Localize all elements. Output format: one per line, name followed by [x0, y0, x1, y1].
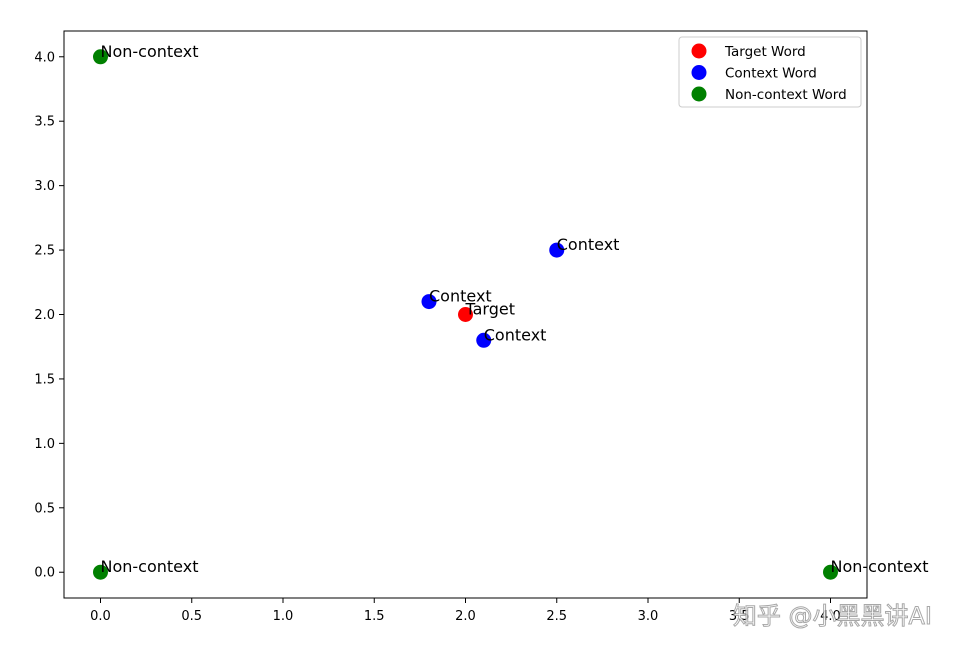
legend-marker — [691, 86, 707, 102]
y-tick-label: 0.0 — [34, 566, 55, 581]
legend-entry-label: Context Word — [725, 66, 817, 82]
x-axis: 0.0 0.5 1.0 1.5 2.0 2.5 3.0 3.5 4.0 — [90, 598, 841, 624]
y-tick-label: 4.0 — [34, 50, 55, 65]
point-annotation: Context — [557, 235, 620, 254]
data-points: Non-context Non-context Non-context Context… — [93, 42, 928, 580]
point-annotation: Non-context — [101, 42, 199, 61]
y-tick-label: 1.5 — [34, 372, 55, 387]
legend-marker — [691, 65, 707, 80]
point-annotation: Target — [465, 300, 516, 319]
non-context-word-point — [93, 564, 108, 580]
point-annotation: Context — [484, 325, 547, 344]
x-tick-label: 0.0 — [90, 609, 111, 624]
non-context-word-point — [93, 49, 108, 65]
x-tick-label: 3.5 — [729, 609, 750, 624]
x-tick-label: 0.5 — [181, 609, 202, 624]
y-tick-label: 3.0 — [34, 179, 55, 194]
y-tick-label: 2.5 — [34, 244, 55, 259]
x-tick-label: 2.0 — [455, 609, 476, 624]
target-word-point — [458, 307, 473, 322]
legend-entry-label: Target Word — [724, 44, 806, 60]
legend: Target Word Context Word Non-context Word — [678, 36, 862, 108]
non-context-word-point — [823, 564, 838, 580]
point-annotation: Non-context — [831, 557, 929, 576]
legend-entry-label: Non-context Word — [725, 87, 847, 103]
y-tick-label: 1.0 — [34, 437, 55, 452]
point-annotation: Context — [429, 287, 492, 306]
point-annotation: Non-context — [101, 557, 199, 576]
x-tick-label: 4.0 — [820, 609, 841, 624]
y-axis: 0.0 0.5 1.0 1.5 2.0 2.5 3.0 3.5 4.0 — [34, 50, 64, 581]
watermark-text: 知乎 @小黑黑讲AI — [733, 602, 932, 630]
legend-marker — [691, 43, 707, 59]
context-word-point — [421, 294, 437, 310]
y-tick-label: 2.0 — [34, 308, 55, 323]
y-tick-label: 3.5 — [34, 115, 55, 130]
context-word-point — [549, 242, 565, 258]
x-tick-label: 3.0 — [638, 609, 659, 624]
x-tick-label: 1.0 — [273, 609, 294, 624]
x-tick-label: 2.5 — [546, 609, 567, 624]
legend-box — [678, 36, 862, 108]
context-word-point — [476, 332, 492, 348]
x-tick-label: 1.5 — [364, 609, 385, 624]
y-tick-label: 0.5 — [34, 501, 55, 516]
